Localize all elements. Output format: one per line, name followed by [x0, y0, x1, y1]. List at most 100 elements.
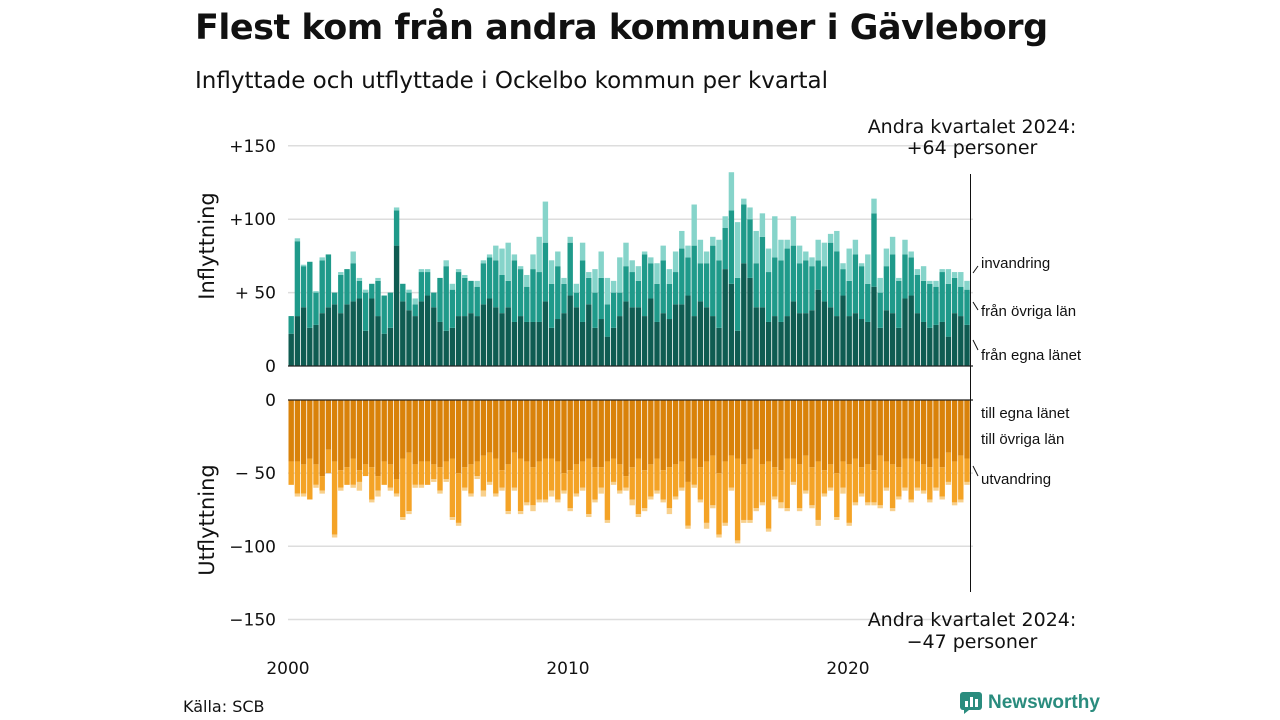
bar-segment [344, 467, 350, 485]
bar-segment [592, 292, 598, 328]
bar-segment [536, 236, 542, 273]
bar-segment [741, 400, 747, 465]
bar-segment [697, 400, 704, 468]
bar-segment [573, 400, 580, 465]
bar-segment [623, 242, 629, 267]
bar-segment [592, 400, 598, 468]
bar-segment [654, 321, 660, 366]
bar-segment [499, 248, 505, 275]
bar-segment [455, 316, 462, 366]
bar-segment [536, 400, 542, 462]
bar-segment [741, 464, 747, 520]
bar-segment [393, 400, 400, 480]
bar-segment [710, 245, 716, 317]
bar-segment [883, 487, 890, 491]
bar-segment [449, 327, 456, 366]
bar-segment [344, 304, 350, 366]
bar-segment [840, 487, 846, 494]
bar-segment [827, 233, 834, 243]
bar-segment [939, 269, 945, 273]
bar-segment [654, 263, 660, 284]
bar-segment [517, 458, 524, 512]
bar-segment [511, 452, 518, 488]
bar-segment [902, 298, 908, 366]
bar-segment [493, 260, 499, 308]
bar-segment [567, 236, 573, 243]
bar-segment [579, 400, 586, 462]
bar-segment [331, 400, 338, 462]
bar-segment [338, 313, 344, 366]
bar-segment [375, 316, 381, 366]
bar-segment [629, 400, 635, 468]
bar-segment [877, 277, 883, 293]
bar-segment [511, 487, 518, 491]
bar-segment [474, 316, 480, 366]
bar-segment [307, 327, 313, 366]
bar-segment [747, 219, 753, 278]
bar-segment [462, 467, 468, 488]
bar-segment [505, 307, 511, 366]
bar-segment [964, 481, 970, 485]
bar-segment [821, 400, 828, 471]
bar-segment [474, 286, 480, 317]
bar-segment [865, 502, 871, 506]
bar-segment [933, 286, 939, 325]
series-label-fran-ovriga-lan: från övriga län [981, 303, 1076, 320]
bar-segment [852, 458, 859, 503]
bar-segment [883, 461, 890, 488]
bar-segment [536, 321, 542, 366]
bar-segment [865, 321, 871, 366]
bar-segment [325, 307, 332, 366]
bar-segment [474, 400, 480, 462]
bar-segment [480, 490, 487, 497]
bar-segment [964, 400, 970, 459]
bar-segment [455, 473, 462, 523]
bar-segment [759, 236, 766, 308]
bar-segment [331, 304, 338, 366]
bar-segment [548, 260, 555, 284]
bar-segment [821, 493, 828, 497]
bar-segment [338, 487, 344, 491]
bar-segment [474, 280, 480, 287]
top-annotation-line1: Andra kvartalet 2024: [868, 116, 1077, 138]
bar-segment [567, 242, 573, 296]
bar-segment [951, 272, 958, 278]
bar-segment [722, 228, 728, 270]
bar-segment [734, 277, 741, 331]
bar-segment [338, 274, 344, 314]
bar-segment [641, 251, 648, 255]
brand-logo[interactable]: Newsworthy [960, 692, 1100, 714]
bar-segment [654, 458, 660, 491]
bar-segment [852, 400, 859, 459]
bar-segment [697, 499, 704, 503]
bar-segment [753, 508, 759, 512]
bar-segment [468, 464, 474, 494]
bar-segment [883, 310, 890, 366]
y-tick-label: −150 [229, 610, 276, 630]
bar-segment [858, 400, 865, 468]
bar-segment [598, 319, 604, 366]
bar-segment [945, 481, 952, 485]
bar-segment [815, 260, 821, 290]
bar-segment [827, 487, 834, 491]
bar-segment [300, 493, 307, 497]
bar-segment [685, 400, 691, 482]
bar-segment [914, 313, 921, 366]
bar-segment [858, 319, 865, 366]
bar-segment [728, 400, 735, 456]
bar-segment [598, 400, 604, 468]
bar-segment [697, 239, 704, 264]
bar-segment [288, 400, 294, 462]
bar-segment [393, 207, 400, 211]
bar-segment [790, 458, 797, 482]
bar-segment [716, 473, 722, 535]
bar-segment [474, 476, 480, 480]
bar-segment [443, 400, 449, 462]
bar-segment [387, 487, 394, 491]
bar-segment [803, 455, 809, 491]
bar-segment [958, 286, 964, 317]
bar-segment [914, 274, 921, 314]
bar-segment [772, 467, 778, 497]
bar-segment [666, 467, 673, 509]
